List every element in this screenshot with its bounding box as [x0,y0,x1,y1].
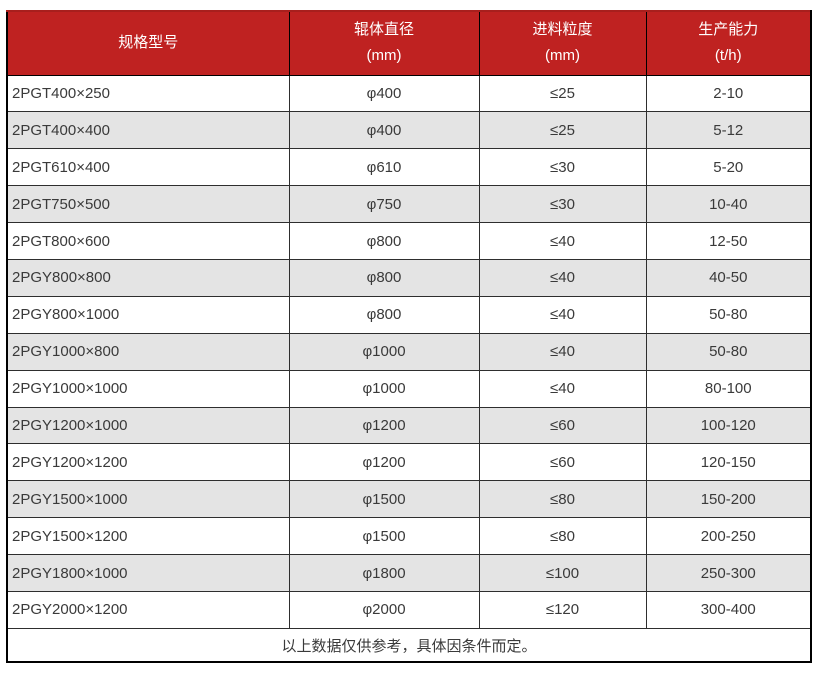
table-row: 2PGY800×800 φ800 ≤40 40-50 [6,258,812,297]
table-row: 2PGY800×1000 φ800 ≤40 50-80 [6,295,812,334]
roller-diameter-cell: φ610 [288,148,480,187]
capacity-cell: 10-40 [645,185,812,224]
table-row: 2PGY1500×1000 φ1500 ≤80 150-200 [6,480,812,519]
col-header-model: 规格型号 [6,10,290,76]
roller-diameter-cell: φ800 [288,258,480,297]
header-row: 规格型号 辊体直径 (mm) 进料粒度 (mm) 生产能力 (t/h) [6,10,812,76]
capacity-cell: 50-80 [645,295,812,334]
model-cell: 2PGY1200×1000 [6,406,290,445]
roller-diameter-cell: φ400 [288,111,480,150]
table-row: 2PGY1500×1200 φ1500 ≤80 200-250 [6,517,812,556]
capacity-cell: 5-20 [645,148,812,187]
table-row: 2PGT800×600 φ800 ≤40 12-50 [6,222,812,260]
feed-size-cell: ≤40 [478,222,647,260]
table-row: 2PGT610×400 φ610 ≤30 5-20 [6,148,812,187]
capacity-cell: 300-400 [645,590,812,629]
model-cell: 2PGY1000×800 [6,332,290,371]
feed-size-cell: ≤120 [478,590,647,629]
feed-size-cell: ≤25 [478,74,647,113]
table-row: 2PGY1200×1000 φ1200 ≤60 100-120 [6,406,812,445]
capacity-cell: 2-10 [645,74,812,113]
col-header-roller-diameter: 辊体直径 (mm) [288,10,480,76]
table-row: 2PGY1200×1200 φ1200 ≤60 120-150 [6,443,812,482]
table-row: 2PGT400×400 φ400 ≤25 5-12 [6,111,812,150]
capacity-cell: 50-80 [645,332,812,371]
model-cell: 2PGY2000×1200 [6,590,290,629]
table-body: 2PGT400×250 φ400 ≤25 2-10 2PGT400×400 φ400 ≤25… [6,74,812,629]
table-row: 2PGY1800×1000 φ1800 ≤100 250-300 [6,554,812,592]
capacity-cell: 150-200 [645,480,812,519]
capacity-cell: 12-50 [645,222,812,260]
model-cell: 2PGT400×250 [6,74,290,113]
col-header-capacity-unit: (t/h) [714,47,742,65]
spec-table-page: 规格型号 辊体直径 (mm) 进料粒度 (mm) 生产能力 (t/h) 2PGT… [6,10,812,664]
col-header-roller-diameter-label: 辊体直径 [353,21,414,39]
roller-diameter-cell: φ1500 [288,480,480,519]
table-footnote: 以上数据仅供参考，具体因条件而定。 [6,627,812,663]
col-header-feed-size: 进料粒度 (mm) [478,10,647,76]
roller-diameter-cell: φ1500 [288,517,480,556]
feed-size-cell: ≤60 [478,443,647,482]
feed-size-cell: ≤100 [478,554,647,592]
feed-size-cell: ≤60 [478,406,647,445]
model-cell: 2PGY800×800 [6,258,290,297]
model-cell: 2PGY1500×1200 [6,517,290,556]
capacity-cell: 250-300 [645,554,812,592]
col-header-capacity: 生产能力 (t/h) [645,10,812,76]
model-cell: 2PGT800×600 [6,222,290,260]
table-row: 2PGT750×500 φ750 ≤30 10-40 [6,185,812,224]
col-header-roller-diameter-unit: (mm) [366,47,402,65]
roller-diameter-cell: φ800 [288,222,480,260]
model-cell: 2PGY1800×1000 [6,554,290,592]
table-row: 2PGY1000×800 φ1000 ≤40 50-80 [6,332,812,371]
roller-diameter-cell: φ400 [288,74,480,113]
capacity-cell: 100-120 [645,406,812,445]
table-footer: 以上数据仅供参考，具体因条件而定。 [6,627,812,663]
feed-size-cell: ≤80 [478,480,647,519]
roller-diameter-cell: φ800 [288,295,480,334]
col-header-feed-size-unit: (mm) [545,47,580,65]
roller-diameter-cell: φ1800 [288,554,480,592]
capacity-cell: 40-50 [645,258,812,297]
feed-size-cell: ≤40 [478,258,647,297]
model-cell: 2PGT750×500 [6,185,290,224]
col-header-feed-size-label: 进料粒度 [532,21,593,39]
roller-diameter-cell: φ1000 [288,332,480,371]
feed-size-cell: ≤25 [478,111,647,150]
feed-size-cell: ≤40 [478,295,647,334]
roller-diameter-cell: φ1000 [288,369,480,408]
model-cell: 2PGY800×1000 [6,295,290,334]
roller-diameter-cell: φ750 [288,185,480,224]
feed-size-cell: ≤80 [478,517,647,556]
capacity-cell: 120-150 [645,443,812,482]
table-header: 规格型号 辊体直径 (mm) 进料粒度 (mm) 生产能力 (t/h) [6,10,812,76]
model-cell: 2PGY1000×1000 [6,369,290,408]
model-cell: 2PGT400×400 [6,111,290,150]
model-cell: 2PGY1500×1000 [6,480,290,519]
table-row: 2PGY1000×1000 φ1000 ≤40 80-100 [6,369,812,408]
roller-diameter-cell: φ1200 [288,406,480,445]
col-header-model-label: 规格型号 [118,34,179,52]
footnote-row: 以上数据仅供参考，具体因条件而定。 [6,627,812,663]
model-cell: 2PGY1200×1200 [6,443,290,482]
col-header-capacity-label: 生产能力 [698,21,759,39]
spec-table: 规格型号 辊体直径 (mm) 进料粒度 (mm) 生产能力 (t/h) 2PGT… [6,10,812,664]
table-row: 2PGY2000×1200 φ2000 ≤120 300-400 [6,590,812,629]
feed-size-cell: ≤40 [478,332,647,371]
roller-diameter-cell: φ1200 [288,443,480,482]
roller-diameter-cell: φ2000 [288,590,480,629]
capacity-cell: 200-250 [645,517,812,556]
capacity-cell: 80-100 [645,369,812,408]
feed-size-cell: ≤30 [478,148,647,187]
feed-size-cell: ≤40 [478,369,647,408]
capacity-cell: 5-12 [645,111,812,150]
feed-size-cell: ≤30 [478,185,647,224]
table-row: 2PGT400×250 φ400 ≤25 2-10 [6,74,812,113]
model-cell: 2PGT610×400 [6,148,290,187]
